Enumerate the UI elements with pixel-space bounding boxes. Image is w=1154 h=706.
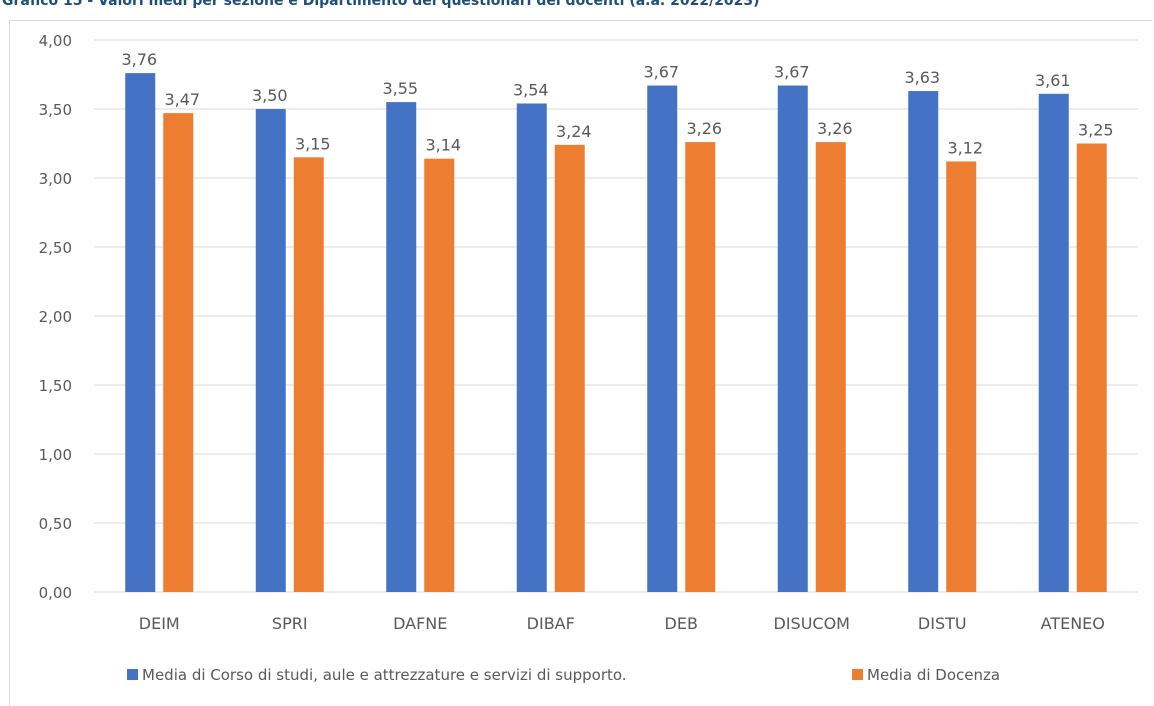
- x-tick-label: SPRI: [272, 614, 308, 633]
- bars: [125, 73, 1107, 593]
- bar-docenza-disucom: [815, 142, 846, 592]
- data-label: 3,26: [686, 119, 722, 138]
- bar-docenza-dafne: [424, 158, 455, 592]
- data-label: 3,63: [904, 68, 940, 87]
- data-label: 3,12: [947, 138, 983, 157]
- legend-label: Media di Docenza: [867, 666, 1000, 684]
- y-tick-label: 0,50: [39, 515, 72, 533]
- legend: Media di Corso di studi, aule e attrezza…: [127, 666, 1000, 684]
- y-tick-label: 3,00: [39, 170, 72, 188]
- bar-docenza-distu: [946, 161, 977, 592]
- bar-docenza-ateneo: [1076, 143, 1107, 592]
- data-label: 3,14: [425, 136, 461, 155]
- x-tick-label: DEIM: [139, 614, 180, 633]
- data-label: 3,25: [1078, 121, 1114, 140]
- data-label: 3,61: [1035, 71, 1071, 90]
- legend-swatch: [852, 669, 863, 680]
- x-tick-label: DEB: [665, 614, 698, 633]
- y-tick-label: 4,00: [39, 32, 72, 50]
- bar-corso-distu: [908, 91, 939, 592]
- legend-label: Media di Corso di studi, aule e attrezza…: [142, 666, 627, 684]
- x-tick-label: DISUCOM: [774, 614, 850, 633]
- data-label: 3,54: [513, 80, 549, 99]
- bar-docenza-deim: [163, 113, 194, 592]
- bar-corso-ateneo: [1038, 93, 1069, 592]
- bar-corso-spri: [255, 109, 286, 592]
- chart-frame: [9, 20, 1152, 706]
- y-tick-label: 0,00: [39, 584, 72, 602]
- bar-corso-deb: [647, 85, 678, 592]
- data-label: 3,15: [295, 134, 331, 153]
- data-label: 3,67: [643, 63, 679, 82]
- bar-docenza-dibaf: [554, 144, 585, 592]
- bar-docenza-spri: [293, 157, 324, 593]
- data-labels: 3,76 3,47 3,50 3,15 3,55 3,14 3,54 3,24 3,67 3,26…: [121, 50, 1113, 157]
- data-label: 3,55: [382, 79, 418, 98]
- bar-corso-deim: [125, 73, 156, 593]
- data-label: 3,26: [817, 119, 853, 138]
- bar-corso-dibaf: [516, 103, 547, 592]
- y-tick-label: 3,50: [39, 101, 72, 119]
- chart-caption: Grafico 15 - Valori medi per sezione e D…: [2, 0, 760, 9]
- bar-corso-disucom: [777, 85, 808, 592]
- y-tick-label: 2,00: [39, 308, 72, 326]
- y-tick-label: 1,50: [39, 377, 72, 395]
- gridlines: [94, 39, 1138, 593]
- data-label: 3,50: [252, 86, 288, 105]
- data-label: 3,67: [774, 63, 810, 82]
- y-axis: 0,00 0,50 1,00 1,50 2,00 2,50 3,00 3,50 4,00: [39, 32, 72, 602]
- bar-docenza-deb: [685, 142, 716, 592]
- data-label: 3,76: [121, 50, 157, 69]
- x-axis: DEIM SPRI DAFNE DIBAF DEB DISUCOM DISTU ATENEO: [139, 614, 1105, 633]
- x-tick-label: ATENEO: [1041, 614, 1105, 633]
- y-tick-label: 2,50: [39, 239, 72, 257]
- data-label: 3,24: [556, 122, 592, 141]
- legend-swatch: [127, 669, 138, 680]
- x-tick-label: DAFNE: [393, 614, 447, 633]
- x-tick-label: DIBAF: [527, 614, 575, 633]
- bar-corso-dafne: [386, 102, 417, 592]
- x-tick-label: DISTU: [918, 614, 967, 633]
- y-tick-label: 1,00: [39, 446, 72, 464]
- data-label: 3,47: [164, 90, 200, 109]
